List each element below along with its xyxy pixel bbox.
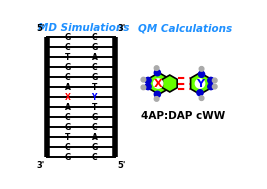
- Circle shape: [213, 84, 217, 89]
- Text: X: X: [65, 93, 70, 102]
- Circle shape: [195, 79, 205, 88]
- Circle shape: [154, 97, 159, 101]
- Polygon shape: [150, 73, 168, 94]
- Circle shape: [199, 96, 204, 100]
- Text: 3': 3': [117, 24, 126, 33]
- Text: C: C: [65, 73, 70, 82]
- Circle shape: [154, 66, 159, 70]
- Circle shape: [199, 67, 204, 71]
- Text: A: A: [65, 103, 70, 112]
- Text: A: A: [92, 133, 97, 142]
- Text: 5': 5': [36, 24, 45, 33]
- Text: G: G: [92, 43, 98, 52]
- Text: G: G: [64, 63, 70, 72]
- Text: C: C: [65, 143, 70, 152]
- Text: X: X: [154, 78, 162, 88]
- Text: G: G: [64, 153, 70, 162]
- Circle shape: [145, 84, 151, 90]
- Circle shape: [208, 77, 214, 84]
- Text: G: G: [92, 73, 98, 82]
- Text: G: G: [64, 33, 70, 42]
- Text: QM Calculations: QM Calculations: [138, 23, 232, 33]
- Circle shape: [145, 77, 151, 84]
- Text: Y: Y: [196, 78, 204, 88]
- Text: T: T: [65, 133, 70, 142]
- Text: 5': 5': [117, 161, 126, 170]
- Circle shape: [198, 71, 205, 77]
- Text: C: C: [65, 113, 70, 122]
- Circle shape: [154, 91, 160, 97]
- Text: C: C: [65, 43, 70, 52]
- Polygon shape: [162, 75, 177, 92]
- Text: MD Simulations: MD Simulations: [38, 23, 129, 33]
- Text: T: T: [65, 53, 70, 62]
- Text: 4AP:DAP cWW: 4AP:DAP cWW: [141, 111, 225, 121]
- Circle shape: [154, 79, 163, 88]
- Polygon shape: [191, 73, 209, 94]
- Text: G: G: [92, 113, 98, 122]
- Circle shape: [141, 77, 146, 82]
- Text: A: A: [65, 83, 70, 92]
- Circle shape: [197, 90, 203, 96]
- Text: C: C: [92, 153, 97, 162]
- Text: T: T: [92, 103, 97, 112]
- Circle shape: [154, 70, 160, 76]
- Text: G: G: [64, 123, 70, 132]
- Circle shape: [141, 85, 146, 90]
- Text: C: C: [92, 63, 97, 72]
- Circle shape: [213, 78, 217, 83]
- Text: C: C: [92, 123, 97, 132]
- Circle shape: [208, 84, 214, 90]
- Text: G: G: [92, 143, 98, 152]
- Text: 3': 3': [36, 161, 45, 170]
- Text: T: T: [92, 83, 97, 92]
- Text: A: A: [92, 53, 97, 62]
- Text: Y: Y: [92, 93, 97, 102]
- Text: C: C: [92, 33, 97, 42]
